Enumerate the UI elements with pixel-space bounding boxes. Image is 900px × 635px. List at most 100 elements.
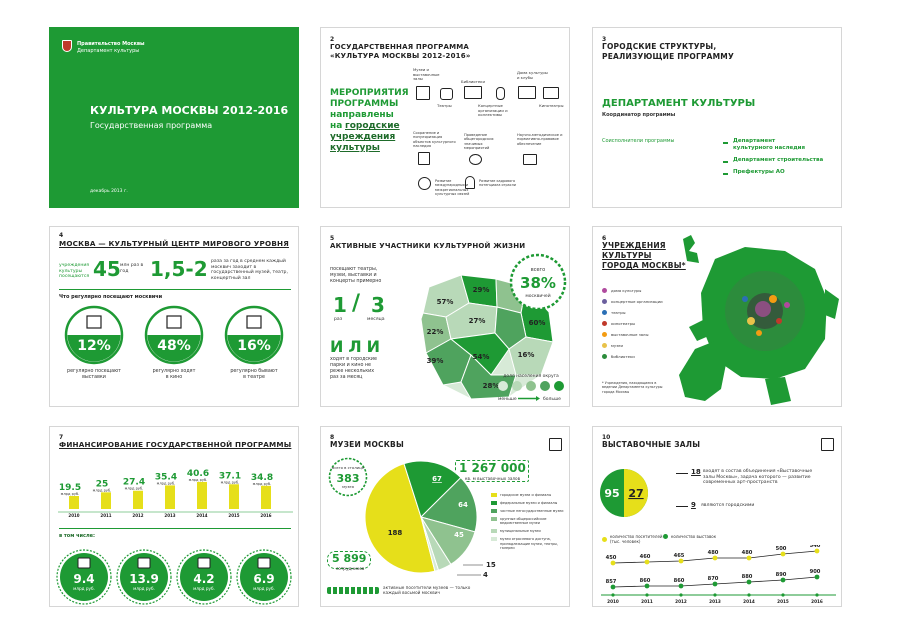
total-label: всего xyxy=(531,267,545,273)
legend-swatch xyxy=(498,381,508,391)
dept-name: ДЕПАРТАМЕНТ КУЛЬТУРЫ xyxy=(602,98,756,109)
bar-unit: млрд руб. xyxy=(221,480,240,484)
legend-label: кинотеатры xyxy=(611,321,636,326)
bar-year: 2015 xyxy=(228,513,239,518)
slide-museums[interactable]: 8 МУЗЕИ МОСКВЫ всего в столице 383 музея… xyxy=(320,426,570,607)
part-ring xyxy=(236,549,292,605)
series-value: 540 xyxy=(810,545,821,549)
slide-program[interactable]: 2 ГОСУДАРСТВЕННАЯ ПРОГРАММА «КУЛЬТУРА МО… xyxy=(320,27,570,208)
bar xyxy=(101,492,111,509)
frequency-note: раза за год в среднем каждый москвич зах… xyxy=(211,259,288,282)
series-point xyxy=(678,583,684,589)
total-sub: москвичей xyxy=(525,292,550,299)
legend-item: дома культуры xyxy=(602,285,672,296)
walk-text: ходят в городские парки и кино не реже н… xyxy=(330,357,378,380)
legend-swatch xyxy=(491,529,497,534)
slide-exhibition-halls[interactable]: 10 ВЫСТАВОЧНЫЕ ЗАЛЫ 95 27 18 входят в со… xyxy=(592,426,842,607)
slide-title-line-1: ГОРОДСКИЕ СТРУКТУРЫ, xyxy=(602,42,717,51)
series-point xyxy=(610,560,616,566)
total-label: всего в столице xyxy=(332,465,365,470)
legend-label: частные негосударственные музеи xyxy=(500,509,564,514)
legend-dot xyxy=(602,321,607,326)
series-value: 900 xyxy=(810,569,821,575)
axis-year: 2016 xyxy=(811,599,823,604)
legend-item: музеи отраслевого доступа, принадлежащие… xyxy=(491,537,567,550)
moscow-coat-of-arms-icon xyxy=(62,40,72,52)
ratio-three: 3 xyxy=(371,293,385,317)
slide-structures[interactable]: 3 ГОРОДСКИЕ СТРУКТУРЫ, РЕАЛИЗУЮЩИЕ ПРОГР… xyxy=(592,27,842,208)
legend-item: городские музеи и филиалы xyxy=(491,493,567,497)
lead-line-1: МЕРОПРИЯТИЯ xyxy=(330,88,409,98)
pie-label: 188 xyxy=(388,529,403,537)
intro-text: посещают театры, музеи, выставки и конце… xyxy=(330,267,382,284)
slide-culture-institutions[interactable]: 6 УЧРЕЖДЕНИЯ КУЛЬТУРЫ ГОРОДА МОСКВЫ* дом… xyxy=(592,226,842,407)
legend-dot xyxy=(602,343,607,348)
org-line-1: Правительство Москвы xyxy=(77,41,145,47)
link-line-3[interactable]: культуры xyxy=(330,143,380,153)
series-value: 465 xyxy=(674,553,685,559)
axis-year: 2011 xyxy=(641,599,653,604)
legend-item: федеральные музеи и филиалы xyxy=(491,501,567,506)
divider xyxy=(59,289,291,290)
pie-label: 64 xyxy=(458,501,468,509)
district-percent: 57% xyxy=(437,298,454,306)
legend-swatch xyxy=(491,509,497,514)
stat-label: регулярно бывают xyxy=(230,368,277,374)
legend-more: больше xyxy=(543,396,561,402)
ratio-raz: раз xyxy=(334,317,343,322)
total-number: 383 xyxy=(337,472,360,485)
legend-item: крупные общероссийские ведомственные муз… xyxy=(491,517,567,525)
axis-tick xyxy=(611,593,615,597)
part-unit: млрд руб. xyxy=(253,586,275,591)
total-circle: всего 38% москвичей xyxy=(509,253,567,311)
visits-unit: млн раз в год xyxy=(120,263,144,274)
slide-number: 5 xyxy=(330,235,335,242)
goal-events: Проведение общегородских значимых меропр… xyxy=(464,133,494,151)
ratio-slash: / xyxy=(352,291,361,316)
slide-active-participants[interactable]: 5 АКТИВНЫЕ УЧАСТНИКИ КУЛЬТУРНОЙ ЖИЗНИ по… xyxy=(320,226,570,407)
series-point xyxy=(746,555,752,561)
district-percent: 29% xyxy=(473,286,490,294)
legend-label: музеи отраслевого доступа, принадлежащие… xyxy=(500,537,558,550)
column-icon xyxy=(418,152,430,165)
bar-year: 2012 xyxy=(132,513,143,518)
part-icon xyxy=(197,557,211,569)
slide-financing[interactable]: 7 ФИНАНСИРОВАНИЕ ГОСУДАРСТВЕННОЙ ПРОГРАМ… xyxy=(49,426,299,607)
part-value: 6.9 xyxy=(253,572,274,586)
legend-arrowhead xyxy=(536,396,540,401)
slide-title: АКТИВНЫЕ УЧАСТНИКИ КУЛЬТУРНОЙ ЖИЗНИ xyxy=(330,242,526,250)
slide-cover[interactable]: Правительство Москвы Департамент культур… xyxy=(49,27,299,208)
slide-title-line-2: КУЛЬТУРЫ xyxy=(602,251,652,260)
moscow-districts-map: 57% 29% 22% 60% 27% 39% 16% 54% 28% доля населен… xyxy=(420,274,564,402)
slide-title: ВЫСТАВОЧНЫЕ ЗАЛЫ xyxy=(602,440,701,449)
stat-icon xyxy=(166,315,182,329)
series-point xyxy=(610,584,616,590)
legend-dot xyxy=(602,354,607,359)
slide-moscow-culture-center[interactable]: 4 МОСКВА — КУЛЬТУРНЫЙ ЦЕНТР МИРОВОГО УРО… xyxy=(49,226,299,407)
bar xyxy=(229,484,239,509)
axis-year: 2014 xyxy=(743,599,755,604)
legend-label: библиотеки xyxy=(611,354,635,359)
cover-date: декабрь 2013 г. xyxy=(90,189,128,194)
link-line-2[interactable]: учреждения xyxy=(330,132,396,142)
stat-percent: 12% xyxy=(77,338,111,354)
or-word: ИЛИ xyxy=(330,337,386,356)
label-concerts: Концертные организации и коллективы xyxy=(478,103,508,118)
series-value: 880 xyxy=(742,574,753,580)
part-value: 13.9 xyxy=(129,572,159,586)
lead-line-2: ПРОГРАММЫ xyxy=(330,99,399,109)
line2-number: 9 xyxy=(691,501,696,509)
legend-label: музеи xyxy=(611,343,623,348)
district-percent: 54% xyxy=(473,353,490,361)
series-point xyxy=(678,558,684,564)
label-libraries: Библиотеки xyxy=(461,79,485,84)
bar-unit: млрд руб. xyxy=(253,482,272,486)
axis-tick xyxy=(815,593,819,597)
area-unit: кв. м выставочных залов xyxy=(465,476,521,481)
axis-tick xyxy=(679,593,683,597)
link-line-1[interactable]: городские xyxy=(345,121,400,131)
part-icon xyxy=(77,557,91,569)
scales-icon xyxy=(523,154,537,165)
bar-year: 2013 xyxy=(164,513,175,518)
